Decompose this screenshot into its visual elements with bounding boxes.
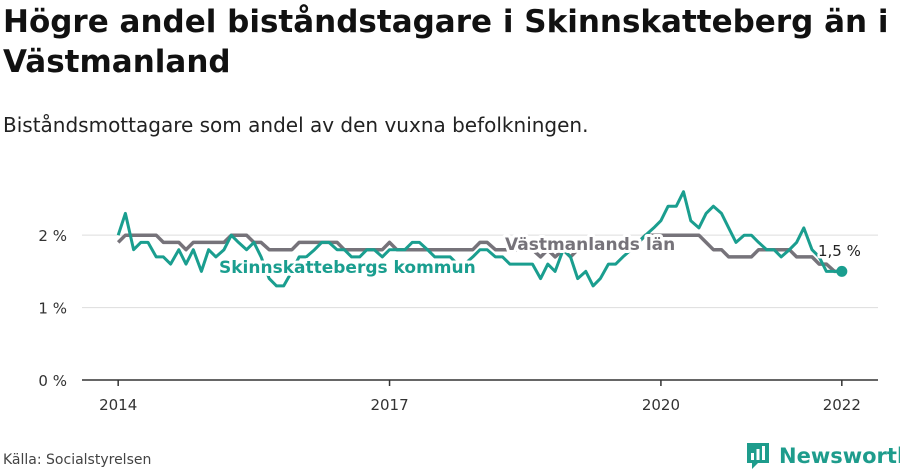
series-label-skinnskatteberg: Skinnskattebergs kommun	[219, 258, 476, 278]
series-line-skinnskatteberg	[116, 190, 842, 288]
brand-name: Newsworthy	[779, 444, 900, 468]
series-lines	[116, 190, 848, 288]
end-point-marker	[836, 265, 848, 277]
y-tick-label: 2 %	[38, 227, 67, 245]
x-tick-label: 2017	[370, 396, 408, 414]
series-label-skinnskatteberg-halo: Skinnskattebergs kommun	[219, 258, 476, 278]
chart-title: Högre andel biståndstagare i Skinnskatte…	[3, 4, 889, 80]
series-label-vastmanland-halo: Västmanlands län	[505, 235, 675, 255]
end-value-label-halo: 1,5 %	[818, 242, 861, 260]
y-tick-label: 1 %	[38, 300, 67, 318]
series-line-vastmanland	[116, 233, 842, 274]
x-tick-label: 2022	[823, 396, 861, 414]
brand-logo[interactable]: Newsworthy	[745, 440, 900, 472]
series-label-vastmanland: Västmanlands län	[505, 235, 675, 255]
end-value-label: 1,5 %	[818, 242, 861, 260]
chart-subtitle: Biståndsmottagare som andel av den vuxna…	[3, 113, 589, 137]
x-tick-label: 2020	[642, 396, 680, 414]
y-tick-label: 0 %	[38, 372, 67, 390]
y-axis: 0 % 1 % 2 %	[38, 227, 67, 390]
source-note: Källa: Socialstyrelsen	[3, 452, 152, 468]
x-tick-label: 2014	[99, 396, 137, 414]
newsworthy-logo-icon	[747, 443, 769, 469]
x-axis: 2014 2017 2020 2022	[82, 379, 878, 414]
